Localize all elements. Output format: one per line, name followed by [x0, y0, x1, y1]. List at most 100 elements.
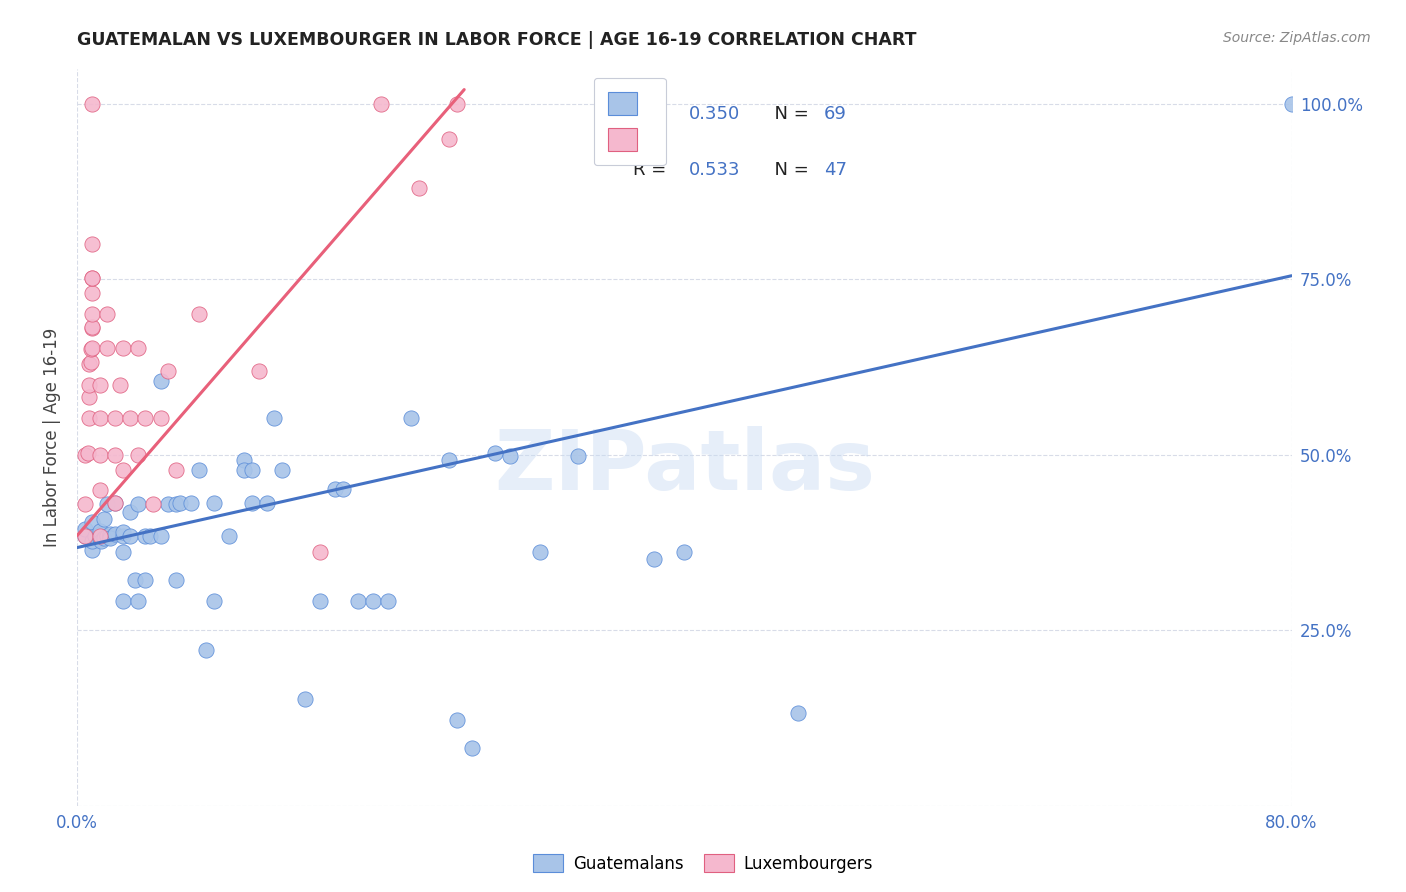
Point — [82, 515, 104, 529]
Point — [111, 525, 134, 540]
Point — [111, 463, 134, 477]
Point — [484, 446, 506, 460]
Point — [437, 453, 460, 467]
Point — [165, 497, 187, 511]
Point — [461, 741, 484, 756]
Point — [93, 531, 115, 545]
Point — [233, 453, 256, 467]
Point — [73, 528, 96, 542]
Point — [180, 495, 202, 509]
Point — [80, 343, 103, 357]
Point — [77, 357, 100, 371]
Point — [100, 528, 122, 542]
Point — [84, 528, 107, 542]
Point — [104, 495, 127, 509]
Point — [100, 526, 122, 541]
Y-axis label: In Labor Force | Age 16-19: In Labor Force | Age 16-19 — [44, 327, 60, 547]
Text: N =: N = — [763, 105, 814, 123]
Point — [218, 528, 240, 542]
Point — [73, 522, 96, 536]
Point — [233, 463, 256, 477]
Point — [104, 411, 127, 425]
Point — [82, 286, 104, 301]
Point — [169, 495, 191, 509]
Point — [157, 363, 180, 377]
Point — [120, 411, 142, 425]
Point — [134, 528, 156, 542]
Point — [127, 497, 149, 511]
Point — [142, 497, 165, 511]
Point — [127, 341, 149, 355]
Point — [96, 341, 118, 355]
Point — [134, 573, 156, 587]
Point — [89, 526, 111, 541]
Text: R =: R = — [633, 161, 672, 179]
Point — [499, 450, 522, 464]
Point — [294, 692, 316, 706]
Text: GUATEMALAN VS LUXEMBOURGER IN LABOR FORCE | AGE 16-19 CORRELATION CHART: GUATEMALAN VS LUXEMBOURGER IN LABOR FORC… — [77, 31, 917, 49]
Point — [89, 377, 111, 392]
Point — [202, 495, 225, 509]
Point — [127, 448, 149, 462]
Point — [89, 448, 111, 462]
Point — [643, 551, 665, 566]
Point — [111, 528, 134, 542]
Point — [202, 594, 225, 608]
Point — [120, 528, 142, 542]
Text: Source: ZipAtlas.com: Source: ZipAtlas.com — [1223, 31, 1371, 45]
Text: ZIPatlas: ZIPatlas — [494, 426, 875, 508]
Point — [93, 512, 115, 526]
Point — [673, 545, 696, 559]
Point — [111, 545, 134, 559]
Text: N =: N = — [763, 161, 814, 179]
Point — [437, 132, 460, 146]
Point — [1281, 96, 1303, 111]
Point — [89, 524, 111, 538]
Point — [120, 505, 142, 519]
Text: R =: R = — [633, 105, 672, 123]
Point — [187, 463, 209, 477]
Point — [89, 532, 111, 546]
Point — [361, 594, 384, 608]
Text: 0.533: 0.533 — [689, 161, 741, 179]
Point — [347, 594, 370, 608]
Point — [139, 528, 162, 542]
Point — [82, 270, 104, 285]
Point — [80, 355, 103, 369]
Point — [271, 463, 294, 477]
Point — [567, 450, 589, 464]
Point — [89, 528, 111, 542]
Point — [82, 237, 104, 252]
Legend: , : , — [593, 78, 666, 166]
Point — [247, 363, 270, 377]
Point — [73, 528, 96, 542]
Point — [104, 448, 127, 462]
Point — [77, 390, 100, 404]
Point — [157, 497, 180, 511]
Point — [82, 307, 104, 321]
Point — [76, 446, 98, 460]
Point — [89, 483, 111, 497]
Point — [104, 495, 127, 509]
Point — [787, 706, 810, 721]
Point — [82, 542, 104, 557]
Point — [82, 320, 104, 334]
Point — [82, 321, 104, 335]
Point — [100, 531, 122, 545]
Point — [256, 495, 278, 509]
Point — [165, 573, 187, 587]
Point — [240, 463, 263, 477]
Legend: Guatemalans, Luxembourgers: Guatemalans, Luxembourgers — [526, 847, 880, 880]
Point — [77, 377, 100, 392]
Text: 69: 69 — [824, 105, 846, 123]
Point — [529, 545, 551, 559]
Point — [195, 643, 218, 657]
Point — [165, 463, 187, 477]
Point — [309, 594, 332, 608]
Point — [108, 377, 131, 392]
Point — [399, 411, 422, 425]
Point — [149, 411, 172, 425]
Point — [446, 96, 468, 111]
Point — [408, 181, 430, 195]
Point — [82, 533, 104, 548]
